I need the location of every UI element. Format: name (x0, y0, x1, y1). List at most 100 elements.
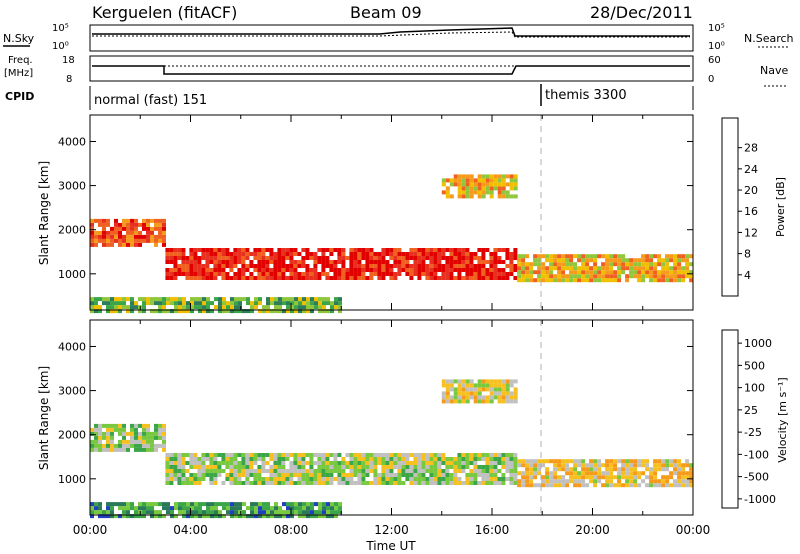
velocity-cell-3 (318, 506, 322, 511)
velocity-y-tick-label: 2000 (58, 429, 86, 442)
velocity-colorbar-tick-label: 100 (744, 382, 765, 395)
velocity-cell-1 (385, 477, 390, 481)
power-cell-1 (181, 264, 186, 268)
velocity-cell-2 (541, 483, 546, 488)
velocity-cell-2 (669, 475, 674, 480)
power-cell-3 (250, 309, 254, 314)
velocity-cell-2 (629, 459, 634, 464)
power-cell-1 (453, 268, 458, 272)
power-cell-0 (122, 234, 126, 239)
velocity-cell-2 (677, 479, 682, 484)
power-cell-3 (126, 297, 130, 302)
power-cell-1 (461, 264, 466, 268)
velocity-cell-3 (118, 506, 122, 511)
velocity-cell-2 (617, 459, 622, 464)
power-cell-1 (417, 252, 422, 256)
power-cell-1 (349, 252, 354, 256)
velocity-cell-2 (653, 483, 658, 488)
power-cell-1 (473, 256, 478, 260)
power-cell-0 (138, 242, 142, 247)
velocity-cell-4 (469, 391, 474, 396)
power-cell-0 (122, 218, 126, 223)
velocity-cell-1 (493, 481, 498, 485)
power-cell-3 (206, 297, 210, 302)
velocity-cell-1 (361, 481, 366, 485)
velocity-cell-1 (273, 473, 278, 477)
power-cell-0 (90, 234, 94, 239)
power-cell-1 (465, 256, 470, 260)
power-cell-1 (245, 268, 250, 272)
power-cell-2 (589, 278, 594, 283)
velocity-cell-1 (361, 473, 366, 477)
power-cell-2 (565, 274, 570, 279)
velocity-cell-3 (334, 502, 338, 507)
power-cell-2 (645, 270, 650, 275)
power-cell-3 (298, 301, 302, 306)
velocity-cell-1 (205, 457, 210, 461)
velocity-cell-1 (445, 461, 450, 465)
power-cell-0 (118, 226, 122, 231)
velocity-cell-2 (625, 479, 630, 484)
velocity-cell-1 (397, 465, 402, 469)
velocity-cell-4 (497, 391, 502, 396)
power-cell-1 (477, 272, 482, 276)
power-cell-3 (206, 301, 210, 306)
velocity-cell-2 (601, 483, 606, 488)
power-cell-1 (189, 256, 194, 260)
power-cell-2 (561, 278, 566, 283)
power-cell-1 (293, 248, 298, 252)
power-cell-2 (673, 262, 678, 267)
velocity-cell-4 (485, 379, 490, 384)
power-cell-3 (278, 309, 282, 314)
power-cell-2 (689, 274, 694, 279)
power-cell-0 (134, 230, 138, 235)
power-cell-1 (201, 248, 206, 252)
velocity-cell-4 (449, 383, 454, 388)
power-cell-1 (289, 272, 294, 276)
power-cell-2 (541, 270, 546, 275)
velocity-cell-0 (142, 439, 146, 444)
velocity-cell-3 (142, 506, 146, 511)
velocity-cell-1 (393, 461, 398, 465)
velocity-cell-3 (106, 502, 110, 507)
power-cell-3 (338, 305, 342, 310)
power-cell-1 (417, 256, 422, 260)
power-cell-2 (565, 266, 570, 271)
velocity-cell-1 (409, 469, 414, 473)
power-cell-2 (537, 254, 542, 259)
power-cell-1 (373, 268, 378, 272)
velocity-cell-1 (381, 465, 386, 469)
velocity-cell-1 (413, 477, 418, 481)
velocity-cell-2 (685, 471, 690, 476)
power-cell-1 (221, 272, 226, 276)
velocity-cell-0 (154, 427, 158, 432)
velocity-cell-2 (545, 475, 550, 480)
power-cell-1 (169, 268, 174, 272)
velocity-cell-2 (561, 479, 566, 484)
power-cell-4 (509, 182, 514, 187)
velocity-cell-0 (94, 443, 98, 448)
velocity-cell-0 (150, 443, 154, 448)
power-cell-1 (221, 268, 226, 272)
velocity-cell-1 (181, 461, 186, 465)
power-cell-1 (425, 264, 430, 268)
power-cell-1 (361, 248, 366, 252)
velocity-cell-0 (150, 435, 154, 440)
power-cell-2 (573, 262, 578, 267)
velocity-cell-3 (242, 502, 246, 507)
velocity-cell-1 (381, 461, 386, 465)
velocity-cell-1 (253, 469, 258, 473)
power-cell-1 (457, 252, 462, 256)
velocity-cell-0 (90, 431, 94, 436)
power-cell-0 (114, 238, 118, 243)
power-cell-3 (322, 297, 326, 302)
velocity-cell-1 (405, 477, 410, 481)
power-cell-4 (449, 182, 454, 187)
velocity-cell-1 (469, 469, 474, 473)
velocity-cell-1 (333, 461, 338, 465)
power-cell-1 (457, 256, 462, 260)
power-cell-3 (262, 309, 266, 314)
power-cell-1 (365, 268, 370, 272)
velocity-cell-1 (305, 453, 310, 457)
velocity-cell-1 (281, 457, 286, 461)
